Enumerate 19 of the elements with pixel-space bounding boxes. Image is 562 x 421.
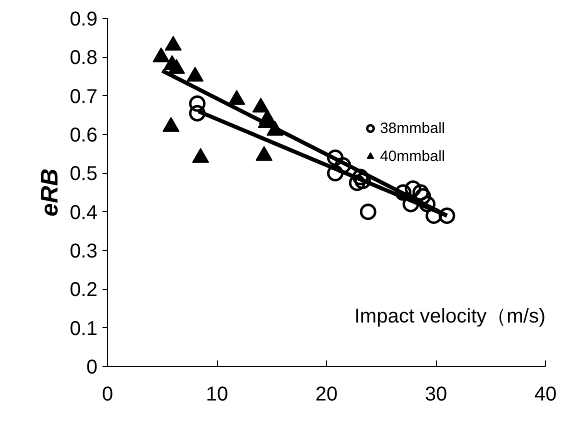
x-tick-label: 30 <box>424 384 448 406</box>
y-tick-label: 0.4 <box>70 202 98 224</box>
y-tick-label: 0.2 <box>70 279 98 302</box>
x-tick-label: 20 <box>315 384 338 406</box>
y-tick-label: 0.7 <box>70 86 98 108</box>
x-tick-label: 10 <box>206 384 228 406</box>
y-tick-label: 0.5 <box>70 163 98 186</box>
legend-label: 38mmball <box>380 118 445 138</box>
y-tick-label: 0.3 <box>70 240 98 262</box>
x-tick-label: 40 <box>534 384 557 406</box>
legend-label: 40mmball <box>380 146 445 166</box>
y-tick-label: 0.8 <box>70 47 98 70</box>
y-tick-label: 0.6 <box>70 124 98 146</box>
x-axis-title: Impact velocity（m/s) <box>354 306 546 328</box>
y-axis-title: eRB <box>36 168 64 217</box>
y-tick-label: 0.9 <box>70 8 98 30</box>
y-tick-label: 0.1 <box>70 318 98 340</box>
y-tick-label: 0 <box>86 356 98 378</box>
x-tick-label: 0 <box>102 384 114 406</box>
